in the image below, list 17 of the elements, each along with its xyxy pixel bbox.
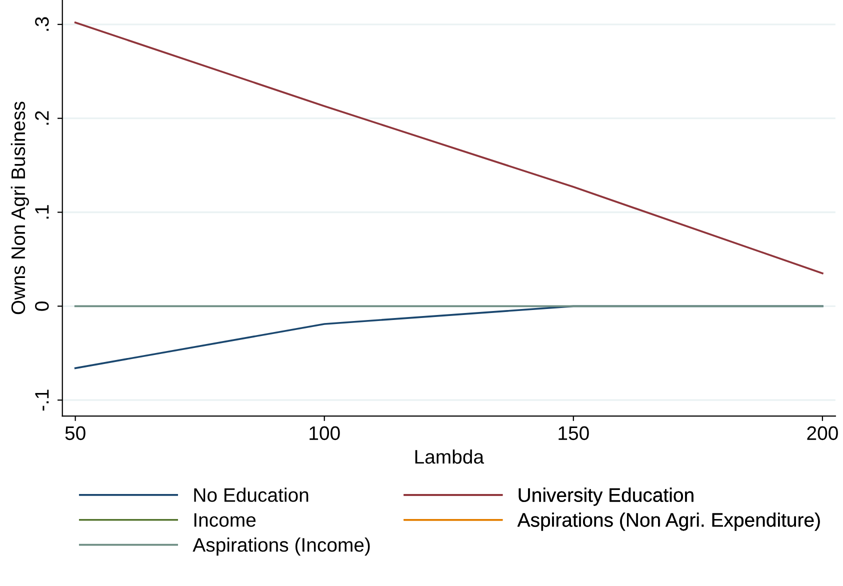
x-tick-label: 200	[807, 426, 838, 440]
y-axis-title: Owns Non Agri Business	[10, 102, 29, 314]
y-tick-label: 0	[35, 302, 49, 311]
x-axis-title: Lambda	[415, 449, 484, 464]
y-tick-label: .2	[35, 111, 49, 125]
x-tick-label: 150	[558, 426, 589, 440]
x-tick-label: 100	[310, 426, 340, 440]
legend-label: No Education	[194, 488, 308, 502]
legend-label: Aspirations (Non Agri. Expenditure)	[517, 512, 820, 531]
legend-label: Income	[194, 513, 256, 527]
x-tick-label: 50	[65, 426, 86, 440]
y-tick-label: -.1	[35, 390, 49, 411]
y-tick-label: .3	[35, 17, 49, 31]
line-series	[74, 22, 824, 274]
legend-label: University Education	[518, 488, 694, 506]
legend-label: Aspirations (Income)	[192, 538, 370, 556]
y-tick-label: .1	[35, 205, 49, 219]
